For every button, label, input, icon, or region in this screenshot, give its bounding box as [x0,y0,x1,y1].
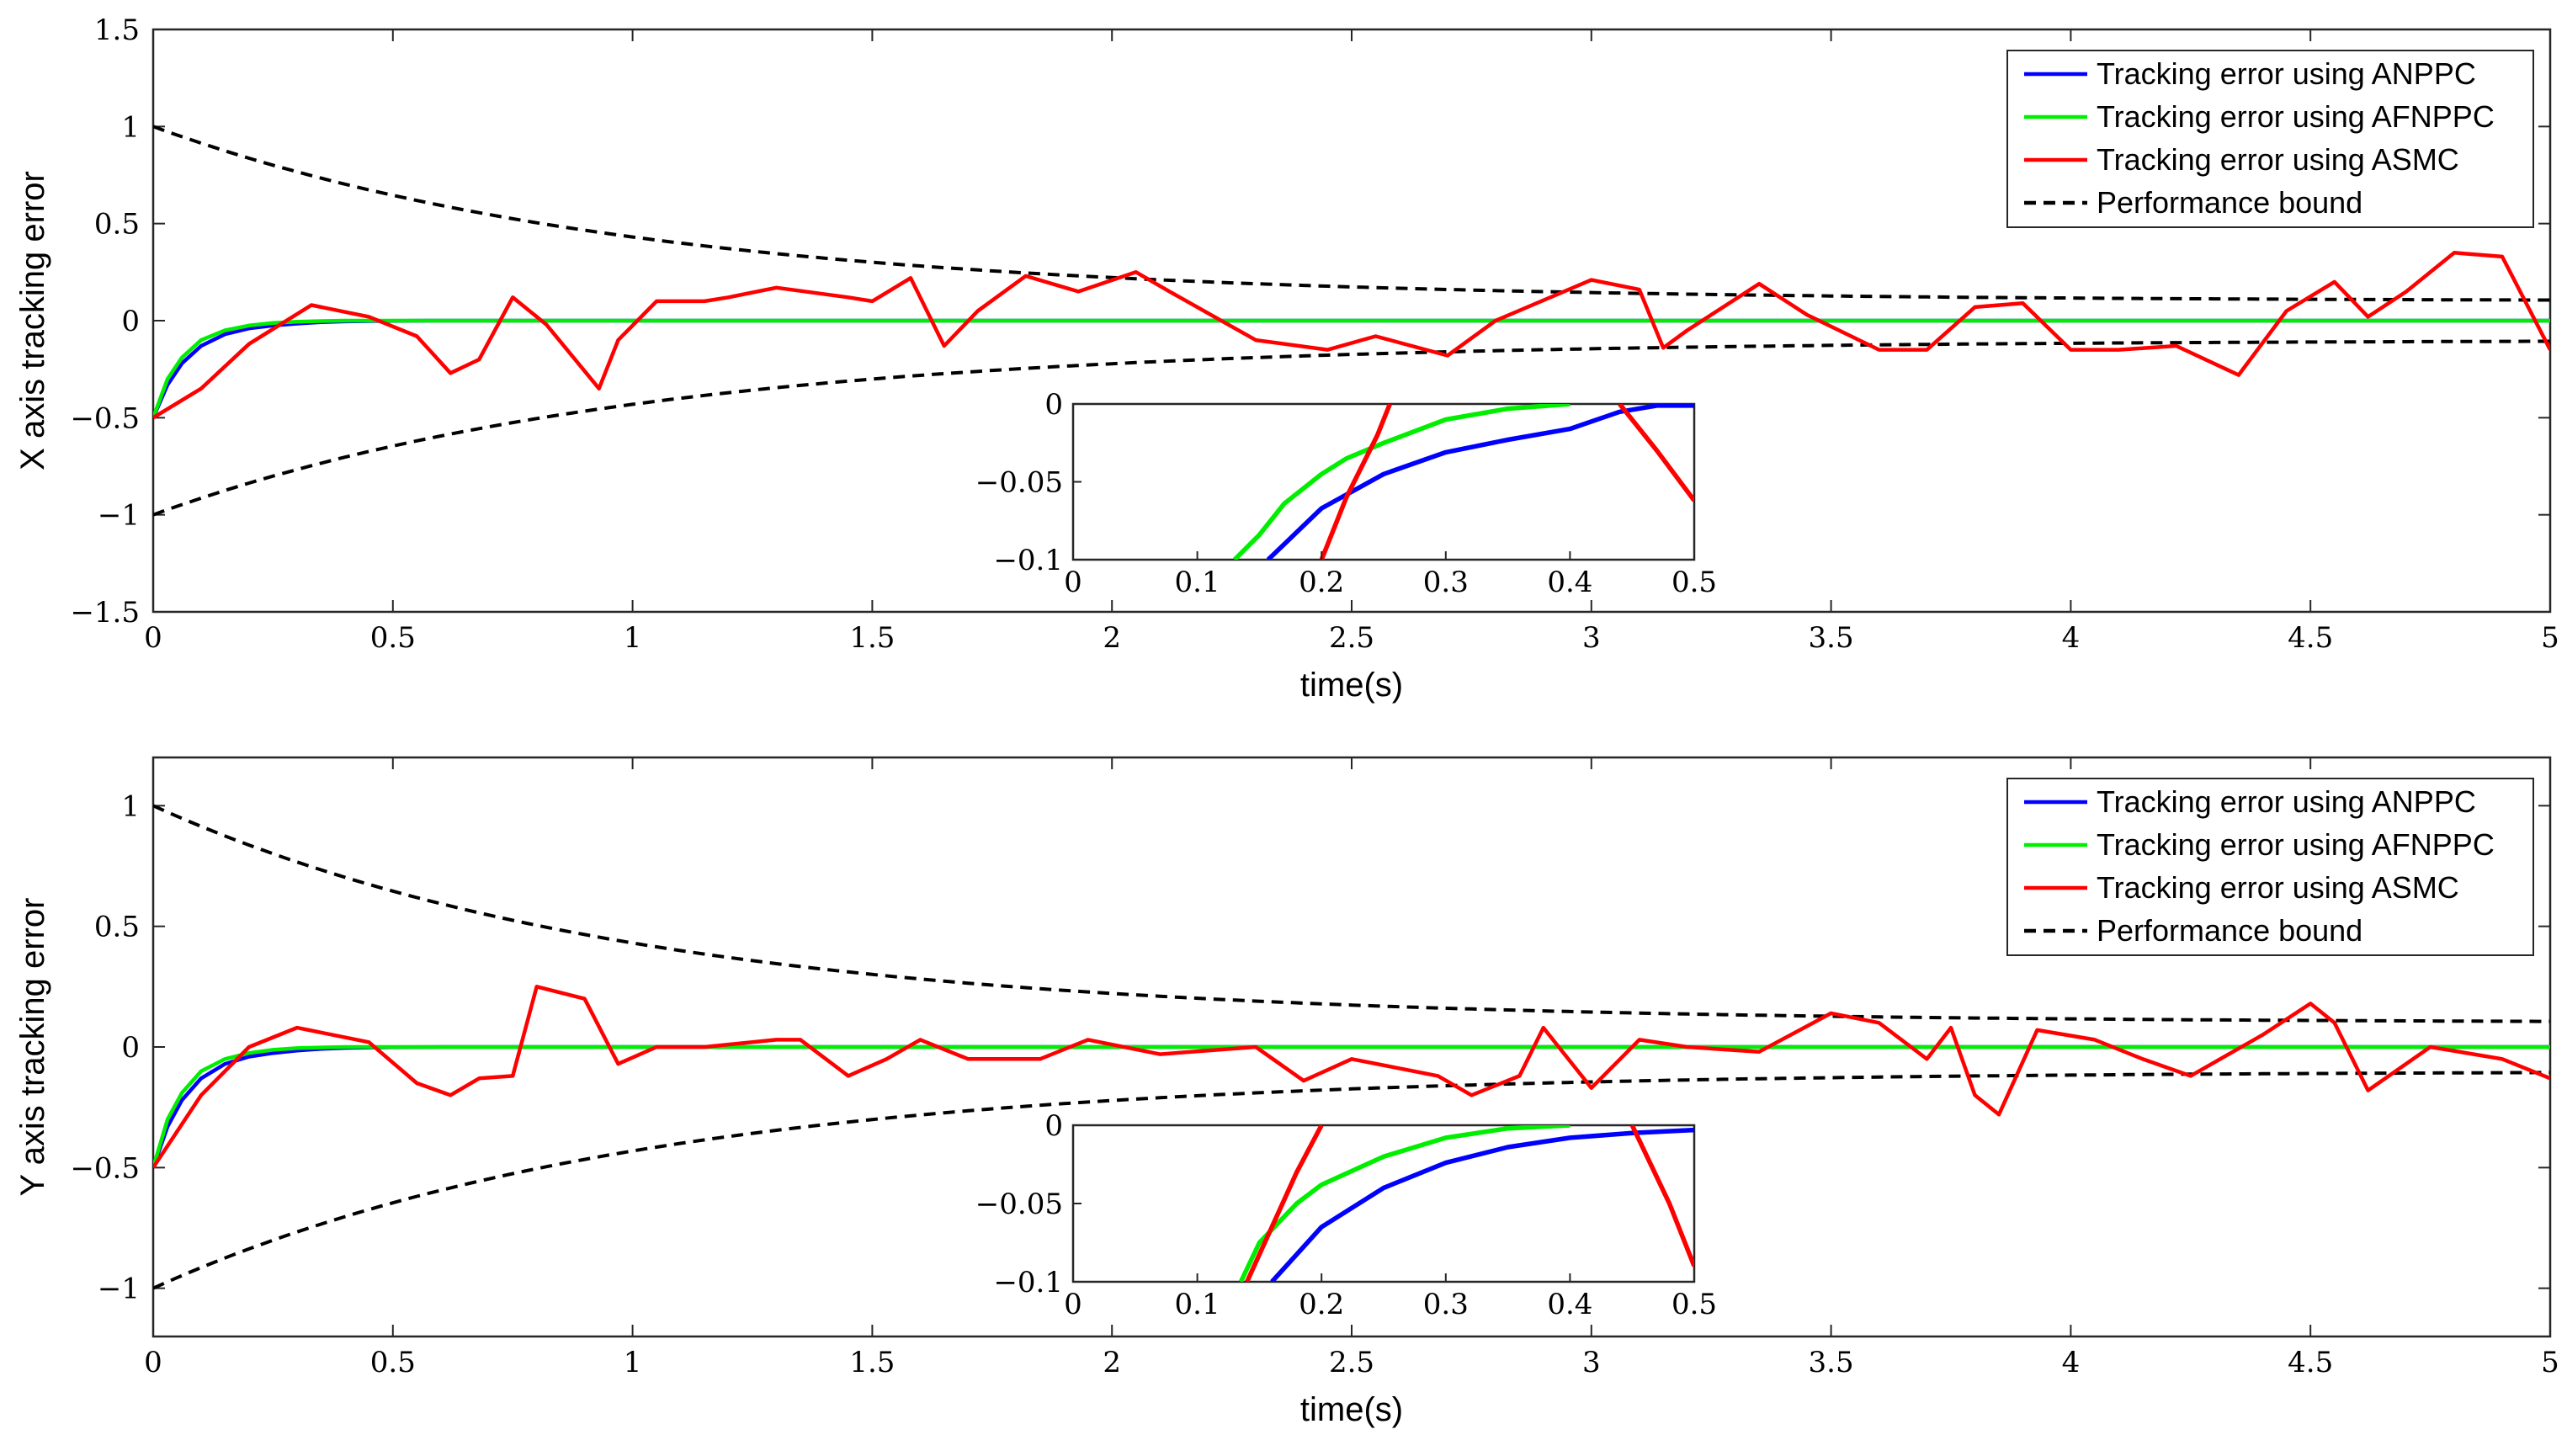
asmc-series-line [153,985,2550,1169]
y-axis-title: X axis tracking error [14,171,51,470]
legend-box [2006,778,2534,956]
legend-label: Tracking error using ASMC [2097,142,2459,177]
lower-performance-bound [153,1071,2550,1290]
chart-panel-y: 0 0.5 1 1.5 2 2.5 3 3.5 4 4.5 5 −1 −0.5 0 0.5 1 time(s) Y… [14,756,2559,1428]
x-tick-label: 4 [2062,621,2081,655]
legend-box [2006,50,2534,228]
legend-label: Tracking error using AFNPPC [2097,827,2495,862]
x-tick-label: 3 [1582,621,1601,655]
inset-x-tick-label: 0 [1064,566,1082,599]
inset-x-tick-label: 0.2 [1299,1288,1344,1321]
legend-label: Tracking error using AFNPPC [2097,99,2495,134]
x-tick-label: 1 [624,621,642,655]
x-tick-label: 2 [1103,621,1121,655]
series-group [153,804,2550,1290]
legend-label: Tracking error using ANPPC [2097,784,2476,819]
x-tick-label: 4 [2062,1346,2081,1379]
y-tick-label: 1 [121,789,140,823]
x-tick-label: 2.5 [1329,1346,1374,1379]
y-tick-label: −1 [98,499,140,533]
x-tick-label: 2.5 [1329,621,1374,655]
x-tick-label: 0.5 [370,1346,416,1379]
x-tick-label: 1.5 [849,621,895,655]
asmc-series-line [153,251,2550,420]
inset-y-tick-label: −0.1 [993,544,1063,577]
inset-y-tick-label: 0 [1044,388,1063,422]
inset-x-tick-label: 0.5 [1671,566,1717,599]
x-tick-label: 1 [624,1346,642,1379]
inset-plot-area [1071,402,1696,561]
asmc-fall-inset-line [1618,404,1694,502]
asmc-rise-inset-line [1319,404,1392,560]
legend-label: Performance bound [2097,185,2362,220]
x-tick-label: 4.5 [2288,1346,2333,1379]
inset-plot-area [1071,1124,1696,1283]
x-tick-label: 3.5 [1809,1346,1854,1379]
afnppc-series-line [153,318,2550,419]
inset-x-tick-label: 0.3 [1423,1288,1469,1321]
inset-x-tick-label: 0.3 [1423,566,1469,599]
inset-series-group [1238,1125,1694,1282]
y-tick-label: −0.5 [70,401,140,435]
inset-x-tick-label: 0.1 [1175,566,1220,599]
afnppc-inset-line [1232,404,1570,560]
inset-x-tick-label: 0.1 [1175,1288,1220,1321]
inset-x-tick-label: 0.5 [1671,1288,1717,1321]
series-group [153,125,2550,517]
y-tick-label: −1 [98,1273,140,1306]
inset-x-tick-label: 0.2 [1299,566,1344,599]
asmc-rise-inset-line [1245,1125,1324,1282]
y-tick-label: −1.5 [70,596,140,630]
x-axis-title: time(s) [1300,1391,1403,1428]
y-tick-label: 1 [121,110,140,144]
x-tick-label: 1.5 [849,1346,895,1379]
x-tick-label: 0 [144,621,162,655]
legend-label: Tracking error using ASMC [2097,870,2459,905]
inset-x-tick-label: 0 [1064,1288,1082,1321]
inset-series-group [1232,404,1694,560]
inset-x-tick-label: 0.4 [1547,566,1592,599]
y-tick-label: −0.5 [70,1151,140,1185]
zoom-inset: 0 0.1 0.2 0.3 0.4 0.5 −0.1 −0.05 0 [975,388,1717,599]
inset-y-tick-label: −0.05 [975,1188,1063,1221]
y-tick-label: 1.5 [94,13,140,47]
anppc-inset-line [1270,1127,1694,1282]
upper-performance-bound [153,804,2550,1023]
x-tick-label: 0.5 [370,621,416,655]
legend-label: Performance bound [2097,913,2362,948]
inset-x-tick-label: 0.4 [1547,1288,1592,1321]
x-tick-label: 3 [1582,1346,1601,1379]
y-tick-label: 0 [121,305,140,338]
zoom-inset: 0 0.1 0.2 0.3 0.4 0.5 −0.1 −0.05 0 [975,1109,1717,1321]
legend: Tracking error using ANPPC Tracking error… [2006,50,2534,228]
x-tick-label: 3.5 [1809,621,1854,655]
x-tick-label: 5 [2541,1346,2559,1379]
inset-y-tick-label: 0 [1044,1109,1063,1143]
legend-label: Tracking error using ANPPC [2097,56,2476,91]
y-tick-label: 0.5 [94,208,140,242]
chart-panel-x: 0 0.5 1 1.5 2 2.5 3 3.5 4 4.5 5 −1.5 −1 −0.5 0 0.5 1 1.5 t… [14,13,2559,704]
x-tick-label: 4.5 [2288,621,2333,655]
y-tick-label: 0.5 [94,911,140,944]
x-axis-title: time(s) [1300,667,1403,704]
y-axis-title: Y axis tracking error [14,898,51,1197]
afnppc-series-line [153,1044,2550,1168]
y-tick-label: 0 [121,1031,140,1065]
upper-performance-bound [153,125,2550,302]
lower-performance-bound [153,339,2550,517]
anppc-inset-line [1266,404,1694,560]
x-tick-label: 5 [2541,621,2559,655]
inset-y-tick-label: −0.1 [993,1266,1063,1299]
x-tick-label: 0 [144,1346,162,1379]
x-tick-label: 2 [1103,1346,1121,1379]
legend: Tracking error using ANPPC Tracking error… [2006,778,2534,956]
asmc-fall-inset-line [1629,1125,1694,1267]
inset-y-tick-label: −0.05 [975,466,1063,500]
